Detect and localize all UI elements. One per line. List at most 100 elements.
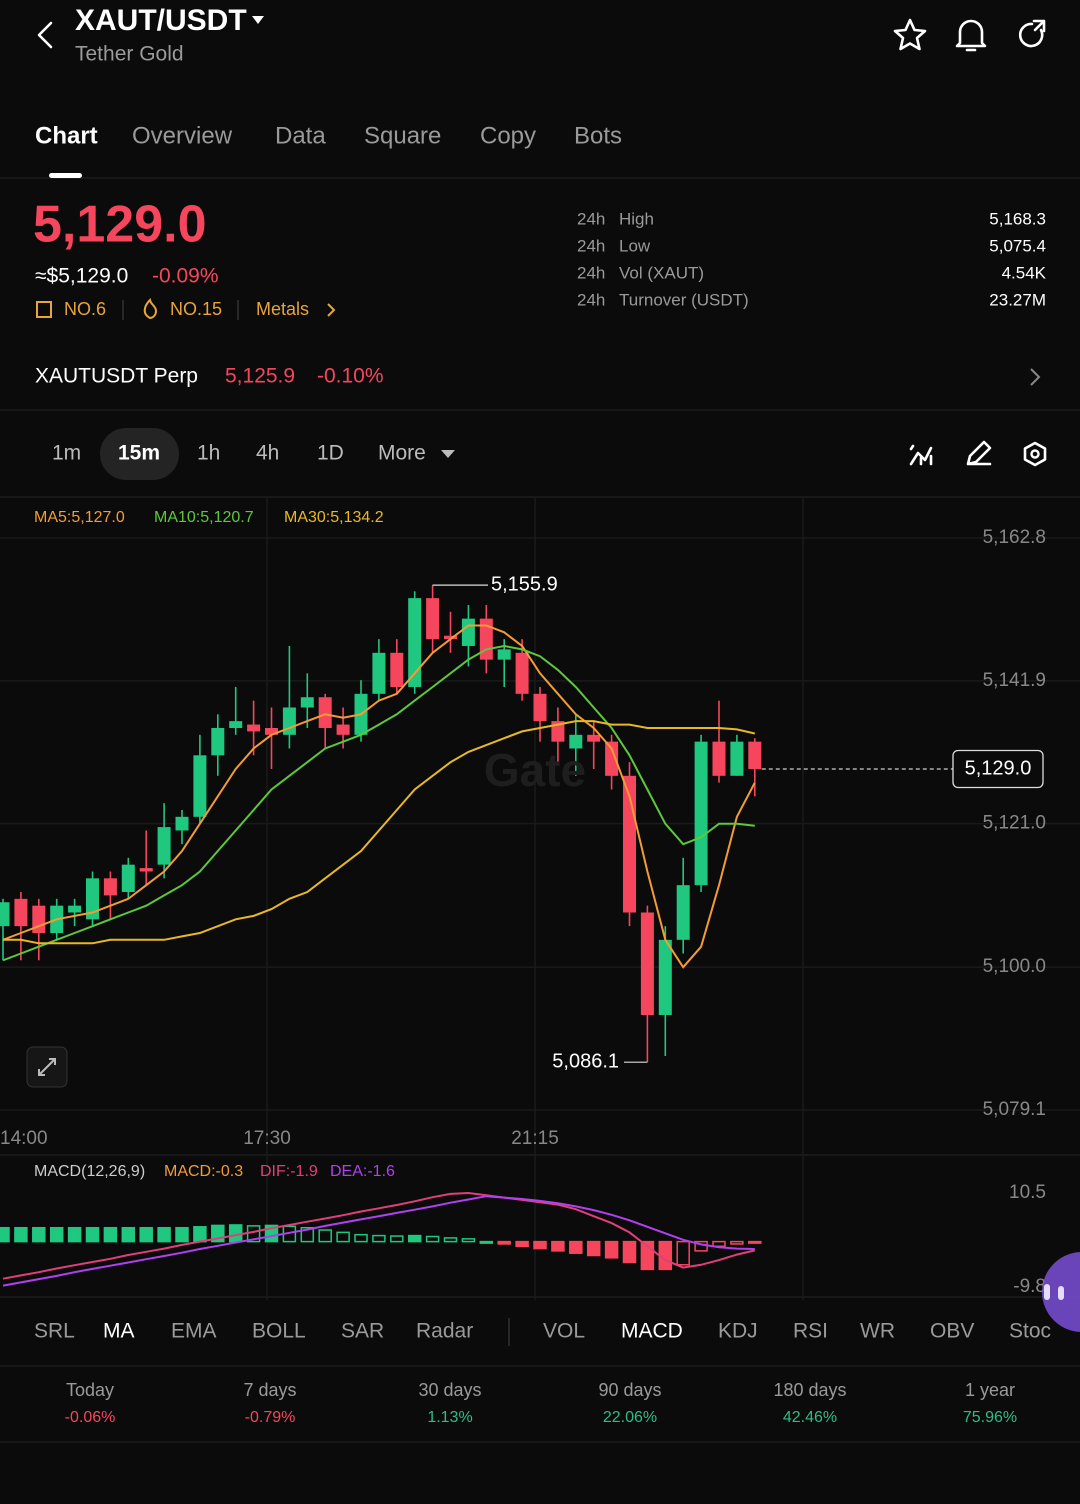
candle-body — [658, 939, 672, 1016]
settings-icon-dot — [1030, 449, 1040, 459]
candle-body — [14, 898, 28, 927]
share-icon[interactable] — [1018, 19, 1046, 48]
pair-dropdown[interactable] — [252, 16, 264, 24]
performance-period: Today — [66, 1380, 114, 1400]
timeframe[interactable]: 4h — [256, 442, 279, 465]
indicator-tab[interactable]: EMA — [171, 1320, 217, 1343]
indicator-icon[interactable] — [909, 444, 933, 466]
candle-body — [533, 693, 547, 722]
indicator-tab[interactable]: Radar — [416, 1320, 473, 1343]
performance-change: -0.79% — [245, 1409, 296, 1426]
pair-name: Tether Gold — [75, 43, 184, 66]
timeframe[interactable]: More — [378, 442, 426, 465]
macd-bar — [461, 1238, 476, 1243]
macd-tick-label: -9.8 — [1013, 1276, 1046, 1297]
perp-name[interactable]: XAUTUSDT Perp — [35, 365, 198, 388]
timeframe[interactable]: 15m — [118, 442, 160, 465]
candle-body — [551, 721, 565, 742]
indicator-tab[interactable]: BOLL — [252, 1320, 306, 1343]
tab[interactable]: Bots — [574, 122, 622, 149]
ma-line — [3, 720, 756, 945]
candle-body — [300, 697, 314, 708]
perp-chevron[interactable] — [1030, 368, 1041, 386]
y-tick-label: 5,121.0 — [983, 813, 1046, 834]
macd-bar — [748, 1240, 762, 1244]
indicator-tab[interactable]: MA — [103, 1320, 135, 1343]
last-price-label: 5,129.0 — [965, 757, 1032, 779]
indicator-tab[interactable]: VOL — [543, 1320, 585, 1343]
performance-change: 22.06% — [603, 1409, 657, 1426]
draw-icon[interactable] — [966, 440, 992, 466]
indicator-tab[interactable]: SRL — [34, 1320, 75, 1343]
candle-body — [748, 741, 762, 769]
timeframe[interactable]: 1m — [52, 442, 81, 465]
candle-body — [229, 721, 243, 728]
more-dropdown[interactable] — [441, 450, 455, 458]
candle-body — [426, 598, 440, 640]
back-button[interactable] — [37, 21, 53, 49]
candle-body — [103, 878, 117, 896]
y-tick-label: 5,141.9 — [983, 670, 1046, 691]
y-tick-label: 5,079.1 — [983, 1099, 1046, 1120]
timeframe[interactable]: 1h — [197, 442, 220, 465]
floating-button-icon — [1058, 1286, 1064, 1300]
macd-bar — [85, 1226, 100, 1243]
indicator-tab[interactable]: OBV — [930, 1320, 974, 1343]
high-marker-label: 5,155.9 — [491, 573, 558, 595]
performance-period: 90 days — [598, 1380, 661, 1400]
candle-body — [640, 912, 654, 1016]
indicator-tab[interactable]: KDJ — [718, 1320, 758, 1343]
performance-change: 1.13% — [427, 1409, 472, 1426]
performance-change: 75.96% — [963, 1409, 1017, 1426]
indicator-tab[interactable]: Stoc — [1009, 1320, 1051, 1343]
candle-body — [121, 864, 135, 892]
macd-bar — [14, 1226, 28, 1243]
pair-title[interactable]: XAUT/USDT — [75, 4, 247, 37]
performance-period: 7 days — [243, 1380, 296, 1400]
badge[interactable]: NO.6 — [64, 299, 106, 319]
macd-bar — [569, 1240, 583, 1254]
price-change: -0.09% — [152, 265, 219, 288]
indicator-tab[interactable]: WR — [860, 1320, 895, 1343]
y-tick-label: 5,162.8 — [983, 527, 1046, 548]
tab[interactable]: Data — [275, 122, 326, 149]
favorite-icon[interactable] — [893, 18, 927, 51]
candle-body — [247, 724, 261, 732]
candle-body — [515, 652, 529, 694]
indicator-tab[interactable]: RSI — [793, 1320, 828, 1343]
hot-icon — [143, 297, 158, 320]
indicator-tab[interactable]: MACD — [621, 1320, 683, 1343]
macd-bar — [676, 1240, 690, 1266]
macd-bar — [49, 1226, 64, 1243]
tab[interactable]: Overview — [132, 122, 233, 149]
floating-button[interactable] — [1042, 1252, 1080, 1332]
alert-icon[interactable] — [955, 19, 987, 52]
macd-bar — [157, 1226, 171, 1243]
badge[interactable]: NO.15 — [170, 299, 222, 319]
indicator-tab[interactable]: SAR — [341, 1320, 384, 1343]
macd-bar — [175, 1226, 189, 1243]
tab[interactable]: Copy — [480, 122, 536, 149]
ma-label: MA30:5,134.2 — [284, 509, 384, 526]
timeframe[interactable]: 1D — [317, 442, 344, 465]
macd-bar — [228, 1224, 243, 1243]
tab[interactable]: Square — [364, 122, 441, 149]
badge[interactable]: Metals — [256, 299, 309, 319]
candle-body — [390, 652, 404, 687]
macd-bar — [586, 1240, 601, 1257]
macd-bar — [103, 1226, 118, 1243]
macd-label: MACD:-0.3 — [164, 1163, 243, 1180]
x-tick-label: 21:15 — [511, 1128, 559, 1149]
y-tick-label: 5,100.0 — [983, 956, 1046, 977]
ma-line — [2, 644, 755, 962]
perp-change: -0.10% — [317, 365, 384, 388]
settings-icon[interactable] — [1023, 441, 1047, 467]
stat-period: 24h — [577, 290, 605, 309]
stat-period: 24h — [577, 236, 605, 255]
candle-body — [318, 697, 332, 728]
candle-body — [730, 741, 744, 776]
macd-bar — [443, 1237, 458, 1243]
tab[interactable]: Chart — [35, 122, 98, 149]
macd-bar — [479, 1240, 494, 1244]
macd-bar — [425, 1235, 440, 1243]
